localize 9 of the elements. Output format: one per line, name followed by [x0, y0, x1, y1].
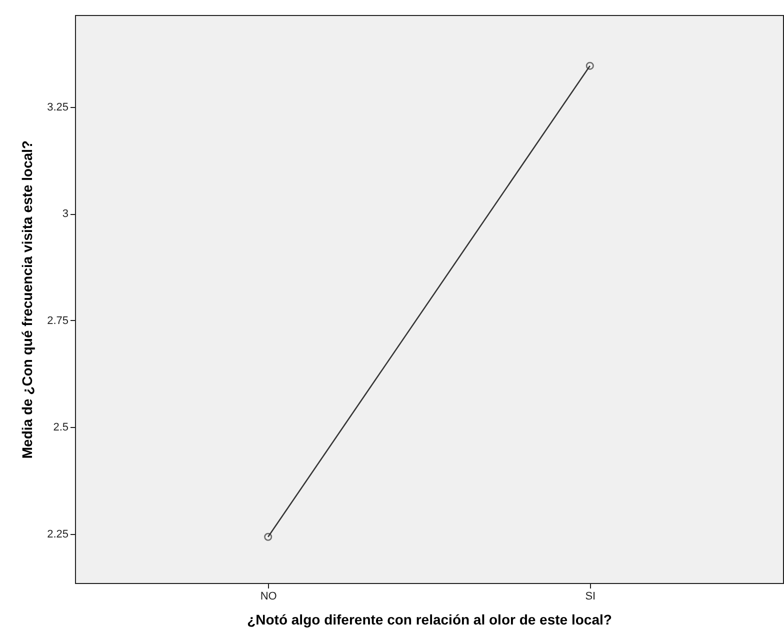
y-tick-label: 3 — [62, 208, 68, 220]
x-axis-title: ¿Notó algo diferente con relación al olor de este local? — [247, 612, 612, 628]
x-tick-label: NO — [260, 590, 278, 602]
y-tick-label: 2.75 — [47, 314, 68, 327]
y-tick-label: 3.25 — [47, 101, 68, 114]
y-tick-label: 2.5 — [53, 422, 68, 434]
y-tick-label: 2.25 — [47, 528, 68, 540]
x-tick-label: SI — [585, 590, 596, 602]
y-axis-title: Media de ¿Con qué frecuencia visita este local? — [19, 140, 36, 459]
